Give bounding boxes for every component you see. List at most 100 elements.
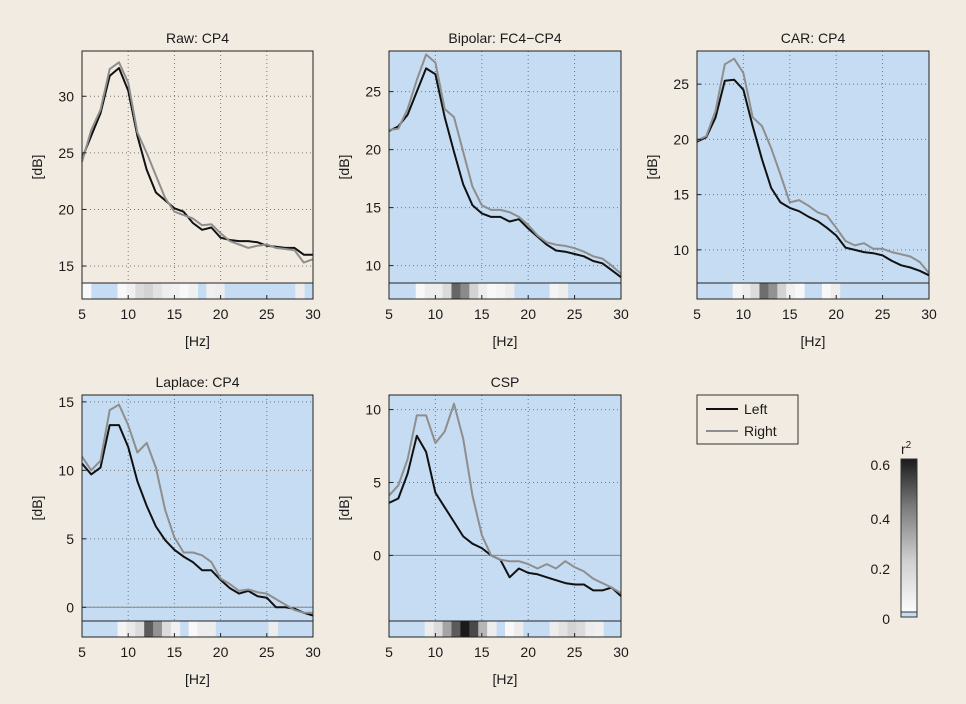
plot-frame: [696, 50, 930, 300]
r2-cell: [188, 621, 198, 637]
r2-cell: [786, 283, 796, 299]
y-tick-label: 0: [373, 547, 381, 563]
y-axis-label: [dB]: [29, 155, 45, 180]
x-tick-label: 15: [167, 644, 183, 660]
r2-cell: [126, 283, 136, 299]
r2-cell: [558, 621, 568, 637]
x-tick-label: 5: [385, 306, 393, 322]
x-tick-label: 30: [305, 306, 321, 322]
r2-cell: [576, 621, 586, 637]
r2-cell: [594, 621, 604, 637]
colorbar-label: r2: [901, 440, 912, 457]
r2-cell: [153, 283, 163, 299]
x-tick-label: 30: [921, 306, 937, 322]
x-tick-label: 5: [78, 644, 86, 660]
r2-cell: [830, 283, 841, 299]
x-tick-label: 10: [120, 306, 136, 322]
r2-cell: [487, 283, 497, 299]
subplot-1: 5 10 15 20 25 30 15 20 25 30 Raw: CP4 [Hz] [dB]: [29, 30, 321, 349]
r2-colorbar: r2 0 0.2 0.4 0.6: [871, 440, 918, 627]
r2-cell: [197, 621, 207, 637]
r2-cell: [505, 283, 515, 299]
chart-title: CAR: CP4: [781, 30, 846, 46]
x-tick-label: 15: [474, 306, 490, 322]
x-tick-label: 20: [213, 306, 229, 322]
r2-cell: [126, 621, 136, 637]
x-tick-label: 30: [613, 644, 629, 660]
x-tick-label: 10: [428, 644, 444, 660]
y-axis-label: [dB]: [336, 496, 352, 521]
x-axis-label: [Hz]: [801, 333, 826, 349]
r2-cell: [585, 621, 595, 637]
r2-cell: [117, 283, 127, 299]
x-axis-label: [Hz]: [493, 333, 518, 349]
r2-cell: [460, 621, 470, 637]
r2-cell: [821, 283, 832, 299]
series-line-right: [696, 57, 930, 274]
x-tick-label: 5: [693, 306, 701, 322]
y-tick-label: 5: [66, 531, 74, 547]
x-tick-label: 20: [520, 644, 536, 660]
r2-cell: [161, 621, 172, 637]
series-line-right: [388, 53, 622, 275]
r2-cell: [496, 283, 506, 299]
r2-cell: [795, 283, 805, 299]
r2-cell: [188, 283, 198, 299]
y-tick-label: 10: [365, 402, 381, 418]
y-tick-label: 20: [365, 142, 381, 158]
plot-area: [82, 395, 313, 621]
plot-area: [697, 51, 929, 283]
r2-cell: [487, 621, 497, 637]
r2-cell: [549, 283, 560, 299]
subplot-5: 5 10 15 20 25 30 0 5 10 CSP [Hz] [dB]: [336, 374, 629, 687]
subplot-2: 5 10 15 20 25 30 10 15 20 25 Bipolar: FC4−CP4 [Hz] […: [336, 30, 629, 349]
r2-cell: [759, 283, 769, 299]
r2-cell: [513, 621, 524, 637]
x-tick-label: 10: [120, 644, 136, 660]
r2-cell: [478, 283, 488, 299]
chart-title: Raw: CP4: [166, 30, 229, 46]
r2-cell: [295, 283, 305, 299]
r2-cell: [750, 283, 760, 299]
r2-cell: [567, 621, 577, 637]
series-line-right: [81, 403, 313, 614]
r2-cell: [433, 621, 444, 637]
x-tick-label: 15: [474, 644, 490, 660]
x-tick-label: 25: [259, 644, 275, 660]
y-tick-label: 25: [673, 76, 689, 92]
r2-cell: [777, 283, 787, 299]
plot-frame: [388, 394, 622, 638]
x-tick-label: 15: [782, 306, 798, 322]
y-tick-label: 20: [58, 201, 74, 217]
y-tick-label: 25: [58, 145, 74, 161]
chart-title: CSP: [491, 374, 520, 390]
x-axis-label: [Hz]: [185, 333, 210, 349]
y-tick-label: 10: [673, 242, 689, 258]
r2-cell: [424, 621, 435, 637]
chart-title: Bipolar: FC4−CP4: [448, 30, 561, 46]
r2-cell: [424, 283, 435, 299]
r2-cell: [135, 283, 145, 299]
y-axis-label: [dB]: [644, 155, 660, 180]
r2-cell: [442, 621, 452, 637]
plot-area: [389, 395, 621, 621]
series-line-left: [81, 424, 314, 617]
r2-cell: [170, 283, 181, 299]
r2-cell: [469, 621, 479, 637]
r2-cell: [549, 621, 560, 637]
subplot-4: 5 10 15 20 25 30 0 5 10 15 Laplace: CP4 [Hz] [dB]: [29, 374, 321, 687]
r2-cell: [469, 283, 479, 299]
r2-cell: [170, 621, 181, 637]
series-line-left: [388, 67, 622, 278]
r2-cell: [741, 283, 752, 299]
y-tick-label: 10: [365, 258, 381, 274]
r2-cell: [215, 283, 225, 299]
colorbar-tick-04: 0.4: [871, 511, 891, 527]
y-tick-label: 15: [365, 200, 381, 216]
plot-area: [389, 51, 621, 283]
legend-left-label: Left: [744, 401, 767, 417]
legend: Left Right: [696, 394, 799, 445]
y-tick-label: 5: [373, 474, 381, 490]
x-tick-label: 15: [167, 306, 183, 322]
